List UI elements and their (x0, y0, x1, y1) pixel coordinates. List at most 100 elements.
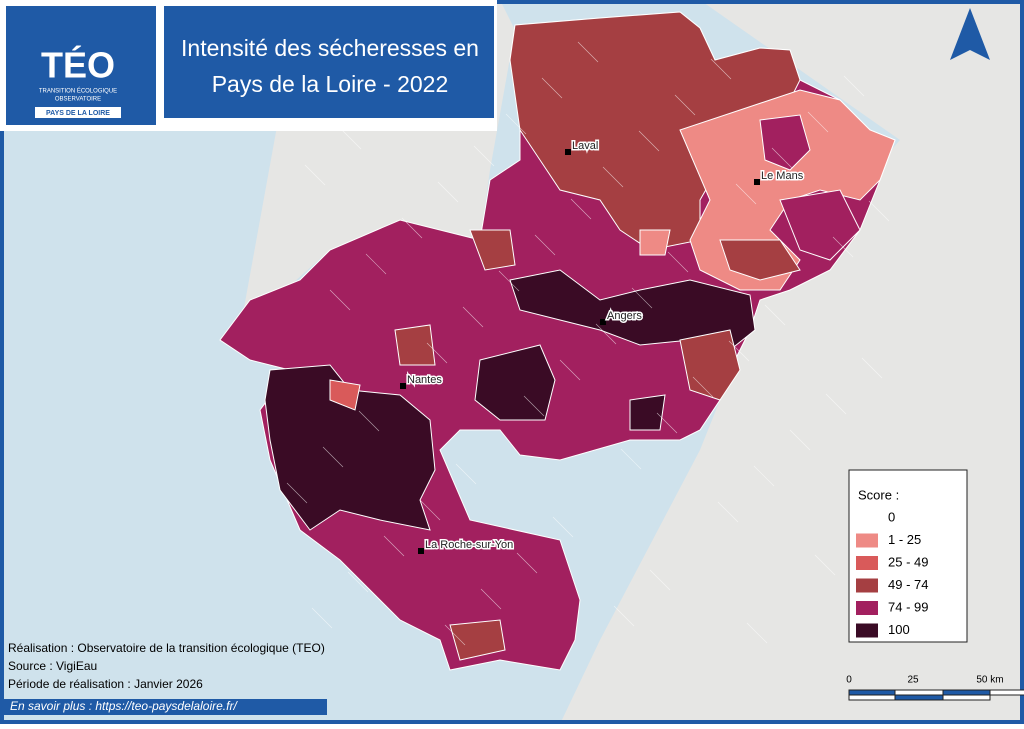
legend-swatch (856, 601, 878, 615)
commune-border (620, 448, 642, 470)
city-label: Nantes (407, 374, 442, 386)
legend-swatch (856, 556, 878, 570)
commune-border (595, 323, 617, 345)
commune-border (674, 94, 696, 116)
commune-border (437, 181, 459, 203)
commune-border (638, 130, 660, 152)
legend-label: 1 - 25 (888, 532, 921, 547)
commune-border (419, 499, 441, 521)
area (759, 114, 811, 171)
commune-border (861, 357, 883, 379)
title: Pays de la Loire - 2022 (212, 71, 449, 97)
commune-border (304, 164, 326, 186)
commune-border (552, 516, 574, 538)
commune-border (613, 605, 635, 627)
commune-border (455, 463, 477, 485)
legend-swatch (856, 623, 878, 638)
city-dot (565, 149, 571, 155)
scale-label: 25 (907, 675, 919, 686)
area (469, 229, 516, 271)
legend: Score : 0 1 - 25 25 - 49 49 - 74 74 - 99 100 (856, 487, 928, 638)
commune-border (764, 304, 786, 326)
commune-border (426, 342, 448, 364)
region-map (219, 11, 896, 671)
commune-border (843, 75, 865, 97)
commune-border (746, 622, 768, 644)
commune-border (523, 395, 545, 417)
commune-border (667, 251, 689, 273)
commune-border (473, 145, 495, 167)
area (264, 364, 436, 531)
north-arrow (950, 8, 990, 60)
city-dot (754, 179, 760, 185)
area (474, 344, 556, 421)
credit: Source : VigiEau (8, 659, 97, 673)
legend-label: 25 - 49 (888, 554, 928, 569)
area (719, 239, 801, 281)
commune-border (534, 234, 556, 256)
commune-border (570, 198, 592, 220)
legend-swatch (856, 533, 878, 548)
commune-border (868, 200, 890, 222)
commune-border (498, 270, 520, 292)
commune-border (602, 166, 624, 188)
area (329, 379, 361, 411)
link[interactable]: En savoir plus : https://teo-paysdelaloi… (10, 699, 238, 713)
commune-border (516, 552, 538, 574)
commune-border (286, 482, 308, 504)
commune-border (771, 147, 793, 169)
commune-border (311, 607, 333, 629)
commune-border (401, 217, 423, 239)
scale-bar: 0 25 50 km (846, 675, 1024, 701)
city-dot (418, 548, 424, 554)
title: Intensité des sécheresses en (181, 35, 479, 61)
legend-swatch (856, 578, 878, 593)
commune-border (559, 359, 581, 381)
commune-border (717, 501, 739, 523)
city-label: Laval (572, 140, 598, 152)
link-bar (4, 699, 327, 715)
commune-border (505, 113, 527, 135)
legend-swatch (856, 511, 878, 525)
area (679, 329, 741, 401)
area (509, 269, 756, 351)
city-dot (400, 383, 406, 389)
logo-badge (35, 107, 121, 118)
commune-border (649, 569, 671, 591)
logo-line: OBSERVATOIRE (55, 97, 101, 103)
commune-border (789, 429, 811, 451)
commune-border (383, 535, 405, 557)
commune-border (577, 41, 599, 63)
commune-border (631, 287, 653, 309)
commune-border (322, 446, 344, 468)
commune-border (365, 253, 387, 275)
scale-label: 0 (846, 675, 852, 686)
logo-line: TRANSITION ÉCOLOGIQUE (39, 88, 117, 95)
city-dot (600, 319, 606, 325)
legend-label: 49 - 74 (888, 577, 928, 592)
legend-title: Score : (858, 487, 899, 502)
commune-border (735, 183, 757, 205)
city-label: Angers (607, 310, 642, 322)
commune-border (347, 571, 369, 593)
credit: Réalisation : Observatoire de la transit… (8, 641, 325, 655)
commune-border (692, 376, 714, 398)
area (639, 229, 671, 256)
legend-label: 0 (888, 509, 895, 524)
area (779, 189, 861, 261)
commune-border (656, 412, 678, 434)
area (449, 619, 506, 661)
area (394, 324, 436, 366)
area (629, 394, 666, 431)
commune-border (728, 340, 750, 362)
land-outside (240, 0, 1024, 724)
commune-border (825, 393, 847, 415)
logo-box (6, 6, 156, 125)
legend-label: 74 - 99 (888, 599, 928, 614)
legend-label: 100 (888, 622, 910, 637)
cities: Laval Le Mans Angers Nantes La Roche-sur-Yon (400, 138, 805, 554)
commune-border (462, 306, 484, 328)
logo-name: TÉO (41, 45, 115, 86)
